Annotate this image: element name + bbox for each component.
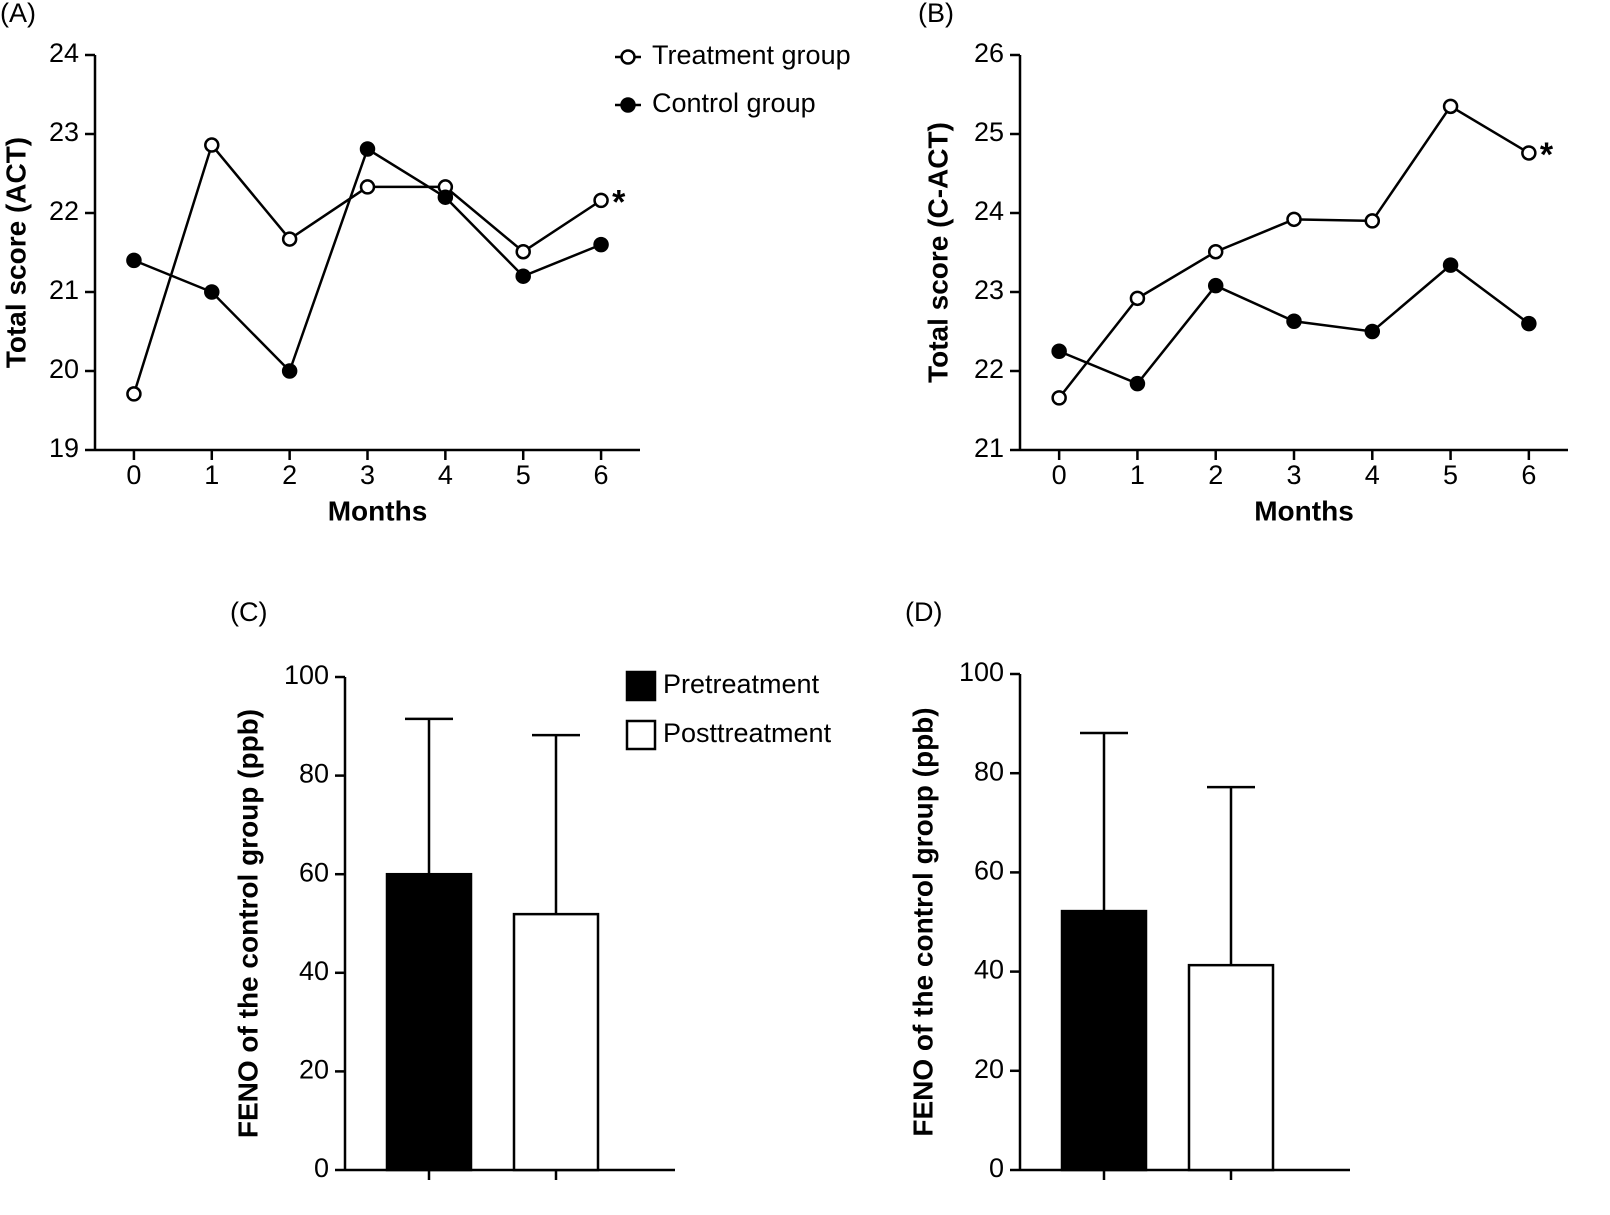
- marker: [1129, 375, 1146, 392]
- y-tick-label: 23: [974, 275, 1004, 305]
- marker: [204, 284, 220, 300]
- panel-label: (D): [905, 597, 942, 627]
- bar: [512, 912, 600, 1172]
- y-tick-label: 80: [299, 759, 329, 789]
- x-tick-label: 2: [1208, 460, 1223, 490]
- y-tick-label: 20: [974, 1054, 1004, 1084]
- marker: [281, 363, 298, 379]
- y-tick-label: 60: [299, 857, 329, 887]
- panel-label: (C): [230, 597, 267, 627]
- y-tick-label: 22: [974, 354, 1004, 384]
- y-axis-label: Total score (ACT): [0, 137, 31, 368]
- x-tick-label: 4: [1365, 460, 1380, 490]
- marker: [1286, 211, 1302, 228]
- x-axis-label: Months: [328, 495, 428, 526]
- legend-label: Control group: [652, 88, 816, 118]
- y-tick-label: 20: [49, 354, 79, 384]
- marker: [126, 252, 142, 269]
- x-tick-label: 0: [1052, 460, 1067, 490]
- x-tick-label: 5: [1443, 460, 1458, 490]
- marker: [1129, 290, 1146, 307]
- y-tick-label: 0: [989, 1153, 1004, 1183]
- bar: [1060, 909, 1148, 1172]
- marker: [1207, 277, 1224, 294]
- y-tick-label: 20: [299, 1055, 329, 1085]
- x-tick-label: 6: [1521, 460, 1536, 490]
- marker: [204, 137, 220, 153]
- x-tick-label: 6: [594, 460, 609, 490]
- series-line: [1058, 104, 1530, 399]
- marker: [1364, 323, 1381, 340]
- y-tick-label: 19: [49, 433, 79, 463]
- y-tick-label: 0: [314, 1153, 329, 1183]
- x-tick-label: 3: [1286, 460, 1301, 490]
- y-tick-label: 21: [49, 275, 79, 305]
- bar: [1187, 963, 1275, 1172]
- x-axis-label: Months: [1254, 495, 1354, 526]
- y-tick-label: 21: [974, 433, 1004, 463]
- y-tick-label: 80: [974, 756, 1004, 786]
- y-axis-label: Total score (C-ACT): [922, 122, 953, 383]
- marker: [1442, 98, 1459, 115]
- x-tick-label: 0: [126, 460, 141, 490]
- y-tick-label: 40: [974, 955, 1004, 985]
- marker: [1521, 145, 1537, 161]
- legend-swatch: [625, 670, 657, 702]
- marker: [126, 386, 142, 402]
- annotation: *: [1540, 136, 1554, 174]
- x-tick-label: 5: [516, 460, 531, 490]
- y-tick-label: 25: [974, 117, 1004, 147]
- marker: [1051, 343, 1067, 359]
- marker: [515, 243, 531, 260]
- legend-swatch: [625, 719, 657, 751]
- marker: [437, 189, 454, 205]
- legend-label: Posttreatment: [663, 718, 832, 748]
- legend-marker: [620, 49, 636, 65]
- marker: [1442, 257, 1459, 273]
- x-tick-label: 1: [1130, 460, 1145, 490]
- x-tick-label: 3: [360, 460, 375, 490]
- y-tick-label: 23: [49, 117, 79, 147]
- marker: [1207, 243, 1224, 260]
- marker: [281, 231, 298, 247]
- y-tick-label: 22: [49, 196, 79, 226]
- x-tick-label: 1: [204, 460, 219, 490]
- marker: [1364, 213, 1381, 229]
- y-axis-label: FENO of the control group (ppb): [232, 709, 263, 1138]
- x-tick-label: 4: [438, 460, 453, 490]
- legend-label: Treatment group: [652, 40, 851, 70]
- x-tick-label: 2: [282, 460, 297, 490]
- marker: [515, 268, 531, 284]
- y-axis-label: FENO of the control group (ppb): [907, 707, 938, 1136]
- marker: [359, 141, 376, 157]
- panel-label: (A): [0, 0, 36, 28]
- marker: [1051, 390, 1067, 406]
- marker: [1286, 313, 1302, 329]
- y-tick-label: 24: [974, 196, 1004, 226]
- y-tick-label: 26: [974, 38, 1004, 68]
- marker: [1521, 315, 1537, 332]
- y-tick-label: 100: [284, 660, 329, 690]
- marker: [593, 236, 609, 253]
- y-tick-label: 100: [959, 657, 1004, 687]
- annotation: *: [612, 183, 626, 221]
- marker: [593, 192, 609, 209]
- y-tick-label: 24: [49, 38, 79, 68]
- marker: [359, 179, 376, 195]
- legend-marker: [620, 97, 636, 113]
- panel-label: (B): [918, 0, 954, 28]
- bar: [385, 872, 473, 1172]
- legend-label: Pretreatment: [663, 669, 820, 699]
- y-tick-label: 40: [299, 956, 329, 986]
- y-tick-label: 60: [974, 856, 1004, 886]
